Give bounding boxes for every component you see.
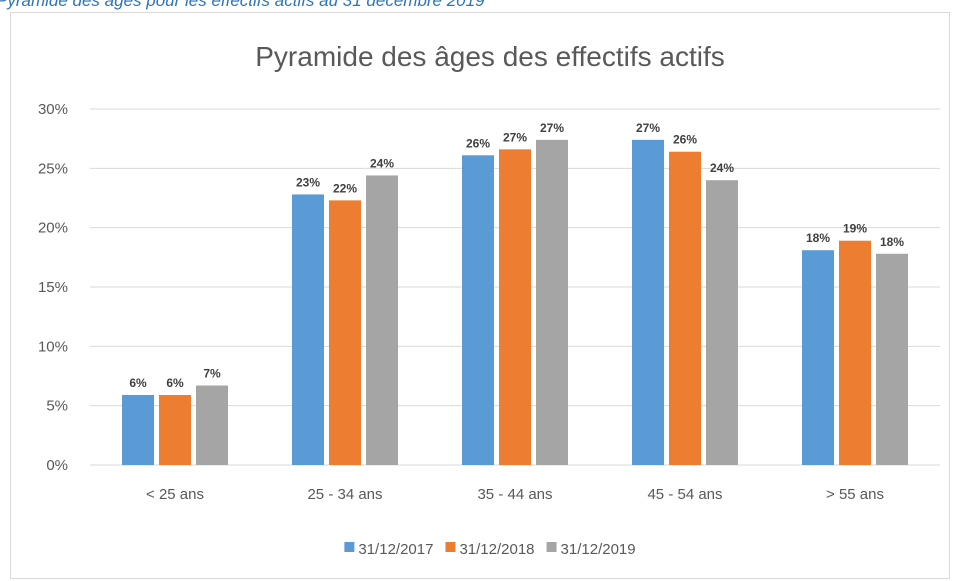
bar [876, 253, 908, 465]
x-tick-label: 25 - 34 ans [307, 486, 382, 503]
y-tick-label: 15% [38, 279, 68, 296]
data-label: 27% [540, 121, 564, 135]
y-tick-label: 20% [38, 220, 68, 237]
y-tick-label: 0% [46, 457, 68, 474]
legend-swatch [445, 542, 456, 552]
caption: Pyramide des âges pour les effectifs act… [0, 0, 485, 10]
data-label: 6% [129, 376, 147, 390]
bar [462, 155, 494, 465]
bar [632, 139, 664, 465]
bar [839, 240, 871, 465]
bar [159, 394, 191, 465]
legend-label: 31/12/2017 [358, 541, 433, 558]
bar [536, 139, 568, 465]
y-tick-label: 30% [38, 101, 68, 118]
x-tick-label: 35 - 44 ans [477, 486, 552, 503]
x-tick-label: < 25 ans [146, 486, 204, 503]
bar [196, 385, 228, 465]
bar [329, 200, 361, 465]
bar [802, 250, 834, 465]
x-tick-label: > 55 ans [826, 486, 884, 503]
data-label: 27% [636, 121, 660, 135]
bar [499, 149, 531, 465]
data-label: 7% [203, 366, 221, 380]
data-label: 26% [466, 136, 490, 150]
data-label: 24% [370, 156, 394, 170]
x-tick-label: 45 - 54 ans [647, 486, 722, 503]
chart-title: Pyramide des âges des effectifs actifs [255, 41, 725, 72]
legend-label: 31/12/2018 [459, 541, 534, 558]
bar [122, 394, 154, 465]
bar [706, 180, 738, 465]
y-tick-label: 25% [38, 160, 68, 177]
bar [366, 175, 398, 465]
y-tick-label: 5% [46, 398, 68, 415]
y-tick-label: 10% [38, 338, 68, 355]
data-label: 22% [333, 181, 357, 195]
data-label: 6% [166, 376, 184, 390]
legend-swatch [344, 542, 355, 552]
data-label: 19% [843, 222, 867, 236]
legend-swatch [546, 542, 557, 552]
data-label: 23% [296, 175, 320, 189]
data-label: 18% [880, 235, 904, 249]
bar [292, 194, 324, 465]
data-label: 18% [806, 231, 830, 245]
data-label: 27% [503, 130, 527, 144]
data-label: 26% [673, 133, 697, 147]
data-label: 24% [710, 161, 734, 175]
bar [669, 151, 701, 465]
legend-label: 31/12/2019 [561, 541, 636, 558]
